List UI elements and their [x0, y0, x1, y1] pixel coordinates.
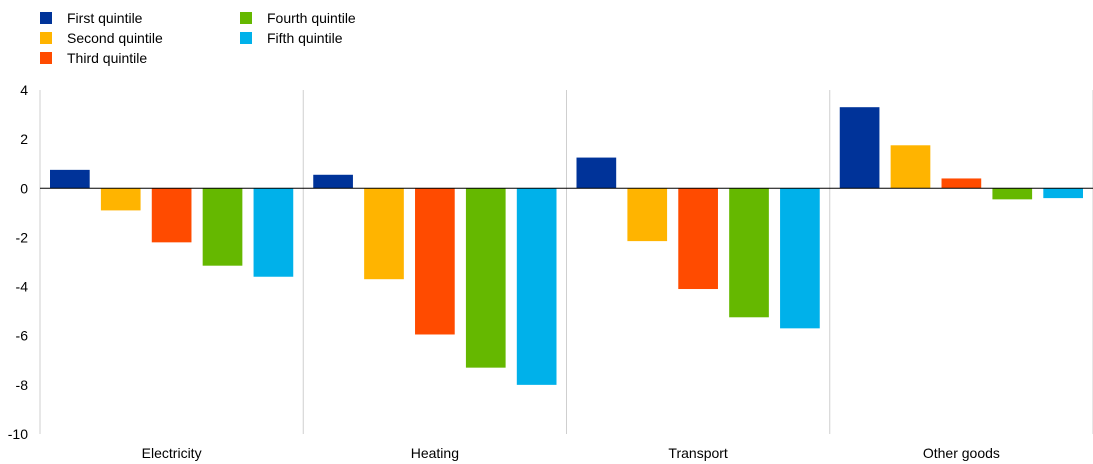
bar	[253, 188, 294, 277]
legend-swatch	[40, 12, 52, 24]
legend-label: Fourth quintile	[267, 10, 356, 26]
bar	[576, 157, 617, 189]
y-tick-label: -4	[16, 279, 29, 295]
y-tick-label: 0	[20, 180, 28, 196]
bar	[729, 188, 769, 318]
x-category-label: Electricity	[142, 445, 202, 461]
legend-item: Second quintile	[40, 28, 163, 48]
y-tick-label: 2	[20, 131, 28, 147]
y-tick-label: -6	[16, 328, 29, 344]
chart-legend: First quintile Second quintile Third quint…	[40, 8, 460, 70]
legend-swatch	[40, 52, 52, 64]
legend-swatch	[240, 32, 252, 44]
bar	[941, 178, 982, 189]
bar	[1043, 188, 1083, 199]
y-tick-label: -10	[8, 426, 28, 442]
legend-label: Second quintile	[67, 30, 163, 46]
bar	[465, 188, 506, 368]
bar	[364, 188, 404, 280]
legend-label: Fifth quintile	[267, 30, 343, 46]
legend-label: First quintile	[67, 10, 143, 26]
bar	[415, 188, 455, 335]
legend-item: Third quintile	[40, 48, 147, 68]
legend-swatch	[240, 12, 252, 24]
legend-item: First quintile	[40, 8, 142, 28]
legend-item: Fourth quintile	[240, 8, 356, 28]
legend-item: Fifth quintile	[240, 28, 342, 48]
y-tick-label: -8	[16, 377, 29, 393]
y-tick-label: -2	[16, 229, 29, 245]
legend-swatch	[40, 32, 52, 44]
bar	[516, 188, 557, 385]
bar	[100, 188, 141, 211]
bar	[313, 174, 353, 189]
bar	[50, 169, 90, 189]
bar	[839, 107, 880, 189]
bar	[151, 188, 192, 243]
y-tick-label: 4	[20, 82, 28, 98]
bar	[202, 188, 243, 266]
bar	[992, 188, 1033, 200]
x-category-label: Heating	[411, 445, 459, 461]
bar	[627, 188, 668, 242]
legend-label: Third quintile	[67, 50, 148, 66]
x-category-label: Other goods	[923, 445, 1000, 461]
bar	[780, 188, 820, 329]
x-category-label: Transport	[668, 445, 728, 461]
bar	[890, 145, 931, 189]
bar	[678, 188, 718, 290]
